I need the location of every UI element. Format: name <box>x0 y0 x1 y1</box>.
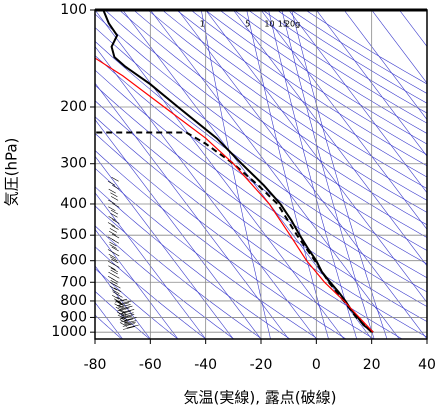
x-tick-label: 0 <box>312 357 321 373</box>
mixing-ratio-line <box>245 3 330 346</box>
profile-line <box>95 58 373 332</box>
isotherm-line <box>0 10 206 339</box>
dry-adiabat <box>182 3 436 346</box>
isotherm-line <box>427 10 436 339</box>
isotherm-line <box>261 10 436 339</box>
mixing-ratio-label: 10 <box>264 20 274 29</box>
y-tick-label: 300 <box>60 156 87 172</box>
isotherm-line <box>12 10 261 339</box>
x-tick-label: -20 <box>250 357 273 373</box>
y-tick-label: 800 <box>60 293 87 309</box>
x-tick-label: -80 <box>84 357 107 373</box>
dry-adiabat <box>111 3 436 346</box>
isotherm-line <box>67 10 316 339</box>
dry-adiabat <box>0 3 385 346</box>
mixing-ratio-label: 1 <box>200 20 205 29</box>
y-tick-label: 100 <box>60 2 87 18</box>
y-tick-label: 500 <box>60 227 87 243</box>
y-tick-label: 900 <box>60 309 87 325</box>
dry-adiabat <box>0 3 271 346</box>
dry-adiabat <box>26 3 436 346</box>
dry-adiabat <box>0 3 215 346</box>
dry-adiabat <box>266 3 436 346</box>
x-axis-label: 気温(実線), 露点(破線) <box>184 389 337 407</box>
dry-adiabat <box>83 3 436 346</box>
x-tick-label: -40 <box>194 357 217 373</box>
y-tick-label: 600 <box>60 253 87 269</box>
y-tick-label: 400 <box>60 196 87 212</box>
y-tick-label: 1000 <box>51 324 87 340</box>
y-axis-label: 気圧(hPa) <box>3 138 21 207</box>
profile-line <box>103 10 373 332</box>
isotherm-line <box>178 10 427 339</box>
y-tick-label: 200 <box>60 99 87 115</box>
isotherm-line <box>95 10 344 339</box>
x-tick-label: -60 <box>139 357 162 373</box>
mixing-ratio-label: 5 <box>245 20 250 29</box>
isotherm-line <box>0 10 178 339</box>
y-tick-label: 700 <box>60 274 87 290</box>
dry-adiabat <box>40 3 436 346</box>
mixing-ratio-label: 20g <box>285 20 300 29</box>
dry-adiabat <box>0 3 186 346</box>
x-tick-label: 40 <box>418 357 436 373</box>
x-tick-label: 20 <box>363 357 381 373</box>
